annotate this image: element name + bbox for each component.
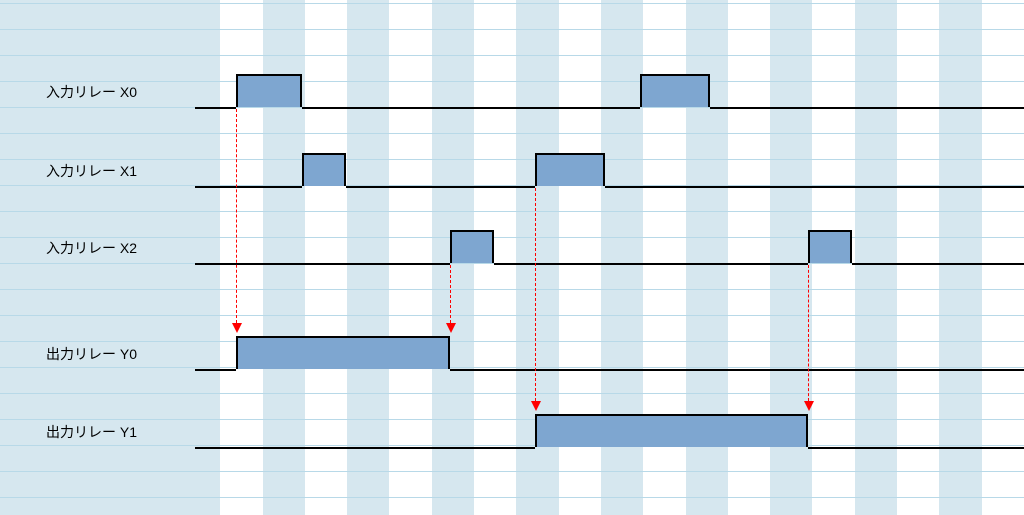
grid-hrule (0, 341, 1024, 342)
bg-stripe (982, 0, 1024, 515)
bg-stripe (897, 0, 939, 515)
timing-chart: 入力リレー X0 入力リレー X1 入力リレー X2 出力リレー Y0 出力リレー Y1 (0, 0, 1024, 515)
grid-hrule (0, 3, 1024, 4)
arrow-head-icon (232, 323, 242, 333)
signal-baseline-y1 (808, 447, 1024, 449)
causality-arrow (236, 109, 237, 323)
signal-pulse-y1 (535, 414, 808, 447)
grid-hrule (0, 367, 1024, 368)
grid-hrule (0, 315, 1024, 316)
grid-hrule (0, 81, 1024, 82)
signal-baseline-x2 (852, 263, 1024, 265)
signal-pulse-y0 (236, 336, 450, 369)
bg-stripe (939, 0, 981, 515)
signal-pulse-x2 (450, 230, 494, 263)
grid-hrule (0, 159, 1024, 160)
signal-baseline-x1 (605, 186, 1024, 188)
grid-hrule (0, 55, 1024, 56)
signal-pulse-x0 (236, 74, 302, 107)
causality-arrow (808, 265, 809, 401)
grid-hrule (0, 471, 1024, 472)
signal-pulse-x1 (302, 153, 346, 186)
signal-pulse-x2 (808, 230, 852, 263)
signal-label-x2: 入力リレー X2 (46, 238, 137, 258)
bg-stripe (305, 0, 347, 515)
signal-baseline-y1 (195, 447, 535, 449)
grid-hrule (0, 237, 1024, 238)
arrow-head-icon (531, 401, 541, 411)
causality-arrow (450, 265, 451, 323)
signal-baseline-x0 (710, 107, 1024, 109)
signal-baseline-x0 (302, 107, 640, 109)
causality-arrow (535, 188, 536, 401)
signal-baseline-x0 (195, 107, 236, 109)
signal-label-y0: 出力リレー Y0 (46, 344, 137, 364)
bg-stripe (347, 0, 389, 515)
grid-hrule (0, 419, 1024, 420)
signal-label-x0: 入力リレー X0 (46, 82, 137, 102)
signal-label-x1: 入力リレー X1 (46, 161, 137, 181)
signal-baseline-x1 (346, 186, 535, 188)
grid-hrule (0, 393, 1024, 394)
grid-hrule (0, 445, 1024, 446)
signal-baseline-x2 (195, 263, 450, 265)
arrow-head-icon (446, 323, 456, 333)
bg-stripe (390, 0, 432, 515)
signal-baseline-x2 (494, 263, 808, 265)
grid-hrule (0, 133, 1024, 134)
grid-hrule (0, 29, 1024, 30)
signal-pulse-x1 (535, 153, 605, 186)
bg-stripe (855, 0, 897, 515)
arrow-head-icon (804, 401, 814, 411)
signal-baseline-y0 (195, 369, 236, 371)
grid-hrule (0, 211, 1024, 212)
signal-baseline-y0 (450, 369, 1024, 371)
signal-pulse-x0 (640, 74, 710, 107)
signal-baseline-x1 (195, 186, 302, 188)
signal-label-y1: 出力リレー Y1 (46, 422, 137, 442)
bg-stripe (178, 0, 220, 515)
grid-hrule (0, 289, 1024, 290)
grid-hrule (0, 497, 1024, 498)
